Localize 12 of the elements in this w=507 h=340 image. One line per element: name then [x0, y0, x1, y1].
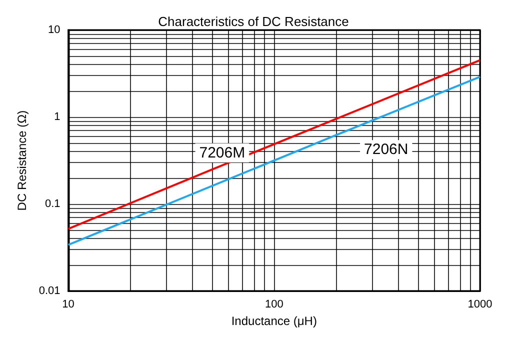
y-tick-label: 1 — [54, 111, 60, 124]
series-label: 7206N — [364, 141, 408, 158]
series-label: 7206M — [199, 144, 246, 162]
x-tick-label: 1000 — [468, 298, 492, 311]
x-tick-label: 10 — [62, 298, 74, 311]
y-tick-label: 10 — [48, 24, 60, 36]
x-tick-label: 100 — [264, 298, 284, 311]
x-axis-title: Inductance (μH) — [231, 314, 317, 328]
y-tick-label: 0.1 — [45, 198, 60, 210]
y-axis-title: DC Resistance (Ω) — [15, 110, 29, 211]
chart-title: Characteristics of DC Resistance — [158, 14, 349, 29]
y-tick-label: 0.01 — [38, 285, 60, 298]
